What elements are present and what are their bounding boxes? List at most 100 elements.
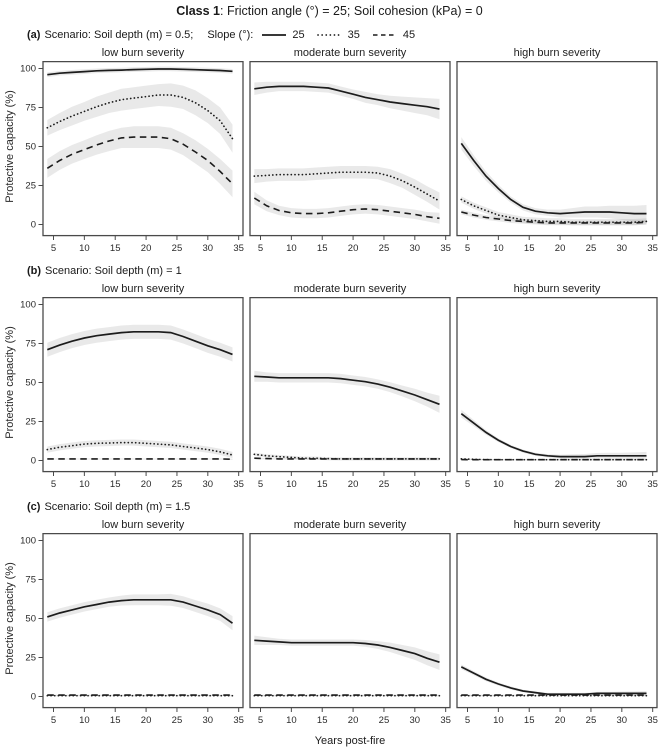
- x-axis-title: Years post-fire: [314, 735, 386, 747]
- x-tick-label: 15: [317, 479, 328, 490]
- y-axis-title: Protective capacity (%): [4, 90, 16, 202]
- panel-grid: (a) Scenario: Soil depth (m) = 0.5; Slope …: [3, 27, 659, 728]
- x-tick-label: 20: [141, 479, 152, 490]
- panel-border: [249, 533, 451, 709]
- series-line-slope-25: [254, 639, 440, 664]
- figure-title-class: Class 1: [176, 4, 220, 18]
- x-tick-label: 20: [555, 715, 566, 726]
- slope-legend: Slope (°): 25 35 45: [207, 29, 427, 41]
- panel-title: moderate burn severity: [293, 283, 407, 295]
- confidence-band-slope-25: [461, 664, 647, 696]
- y-tick-label: 0: [31, 456, 36, 467]
- y-tick-label: 25: [25, 653, 36, 664]
- x-tick-label: 35: [647, 715, 658, 726]
- panel-block-c-2: high burn severity 5 10 15 20 25 30 35: [455, 518, 659, 728]
- x-tick-label: 30: [410, 715, 421, 726]
- x-tick-label: 5: [465, 243, 470, 254]
- series-line-slope-25: [254, 375, 440, 406]
- x-tick-label: 25: [379, 479, 390, 490]
- x-tick-label: 5: [51, 243, 56, 254]
- series-line-slope-25: [254, 85, 440, 110]
- confidence-band-slope-35: [254, 166, 440, 210]
- x-tick-label: 20: [555, 479, 566, 490]
- y-tick-label: 25: [25, 417, 36, 428]
- panel-c-low: 5 10 15 20 25 30 35 0 25 50 75 100 Protective capaci…: [4, 533, 244, 726]
- y-tick-label: 75: [25, 575, 36, 586]
- x-tick-label: 30: [617, 715, 628, 726]
- x-tick-label: 25: [586, 479, 597, 490]
- x-tick-label: 25: [172, 715, 183, 726]
- confidence-band-slope-25: [254, 635, 440, 670]
- series-line-slope-35: [46, 441, 234, 456]
- x-tick-label: 10: [286, 479, 297, 490]
- confidence-band-slope-25: [254, 370, 440, 413]
- legend-sample-dashed-icon: [372, 34, 397, 36]
- series-line-slope-35: [253, 171, 441, 202]
- panel-title: low burn severity: [101, 519, 185, 531]
- scenario-header-b: (b) Scenario: Soil depth (m) = 1: [27, 263, 659, 279]
- panel-title: low burn severity: [101, 47, 185, 59]
- scenario-label: Scenario: Soil depth (m) = 1: [45, 265, 182, 277]
- x-tick-label: 30: [410, 243, 421, 254]
- series-line-slope-25: [460, 142, 647, 215]
- legend-entry-label: 25: [292, 29, 305, 41]
- x-tick-label: 25: [172, 243, 183, 254]
- legend-entry-label: 45: [402, 29, 416, 41]
- x-tick-label: 10: [79, 243, 90, 254]
- x-tick-label: 10: [493, 479, 504, 490]
- x-tick-label: 15: [110, 243, 121, 254]
- panel-title: moderate burn severity: [293, 47, 407, 59]
- scenario-header-c: (c) Scenario: Soil depth (m) = 1.5: [27, 499, 659, 515]
- legend-entry-label: 35: [347, 29, 360, 41]
- confidence-band-slope-35: [461, 196, 647, 226]
- x-tick-label: 15: [110, 479, 121, 490]
- y-tick-label: 75: [25, 339, 36, 350]
- series-line-slope-45: [254, 457, 440, 460]
- panels-row: low burn severity 5 10 15 20 25 30 35 0 25 50 75 100…: [3, 282, 659, 492]
- panel-title: high burn severity: [513, 283, 601, 295]
- x-tick-label: 35: [647, 243, 658, 254]
- panel-border: [456, 297, 658, 473]
- x-tick-label: 30: [617, 479, 628, 490]
- x-tick-label: 25: [172, 479, 183, 490]
- x-tick-label: 20: [348, 243, 359, 254]
- y-tick-label: 0: [31, 220, 36, 231]
- panel-title: moderate burn severity: [293, 519, 407, 531]
- x-tick-label: 20: [555, 243, 566, 254]
- series-line-slope-25: [460, 413, 647, 458]
- x-tick-label: 35: [647, 479, 658, 490]
- scenario-letter: (c): [27, 501, 41, 513]
- legend-entry-slope-25: 25: [261, 29, 305, 41]
- figure-title: Class 1: Friction angle (°) = 25; Soil c…: [3, 4, 656, 18]
- y-tick-label: 50: [25, 614, 36, 625]
- confidence-band-slope-25: [47, 324, 233, 362]
- x-tick-label: 10: [79, 715, 90, 726]
- x-tick-label: 15: [524, 479, 535, 490]
- y-axis-title: Protective capacity (%): [4, 562, 16, 674]
- x-tick-label: 35: [233, 479, 244, 490]
- panel-c-moderate: 5 10 15 20 25 30 35: [249, 533, 451, 726]
- scenario-row-a: (a) Scenario: Soil depth (m) = 0.5; Slope …: [3, 27, 659, 256]
- panel-border: [42, 61, 244, 237]
- series-line-slope-35: [460, 198, 648, 224]
- x-tick-label: 15: [524, 243, 535, 254]
- x-tick-label: 30: [203, 479, 214, 490]
- panel-title: high burn severity: [513, 47, 601, 59]
- x-tick-label: 5: [258, 243, 263, 254]
- panels-row: low burn severity 5 10 15 20 25 30 35 0 25 50 75 100…: [3, 46, 659, 256]
- panel-title: low burn severity: [101, 283, 185, 295]
- panel-border: [456, 533, 658, 709]
- scenario-label: Scenario: Soil depth (m) = 0.5;: [44, 29, 194, 41]
- panel-a-moderate: 5 10 15 20 25 30 35: [249, 61, 451, 254]
- x-tick-label: 20: [141, 715, 152, 726]
- x-tick-label: 20: [348, 479, 359, 490]
- panel-block-b-1: moderate burn severity 5 10 15 20 25 30 35: [248, 282, 452, 492]
- panel-border: [42, 533, 244, 709]
- y-tick-label: 75: [25, 103, 36, 114]
- series-line-slope-25: [47, 68, 233, 76]
- panel-c-high: 5 10 15 20 25 30 35: [456, 533, 658, 726]
- panel-title: high burn severity: [513, 519, 601, 531]
- x-tick-label: 5: [258, 715, 263, 726]
- x-tick-label: 10: [286, 243, 297, 254]
- confidence-band-slope-25: [254, 81, 440, 120]
